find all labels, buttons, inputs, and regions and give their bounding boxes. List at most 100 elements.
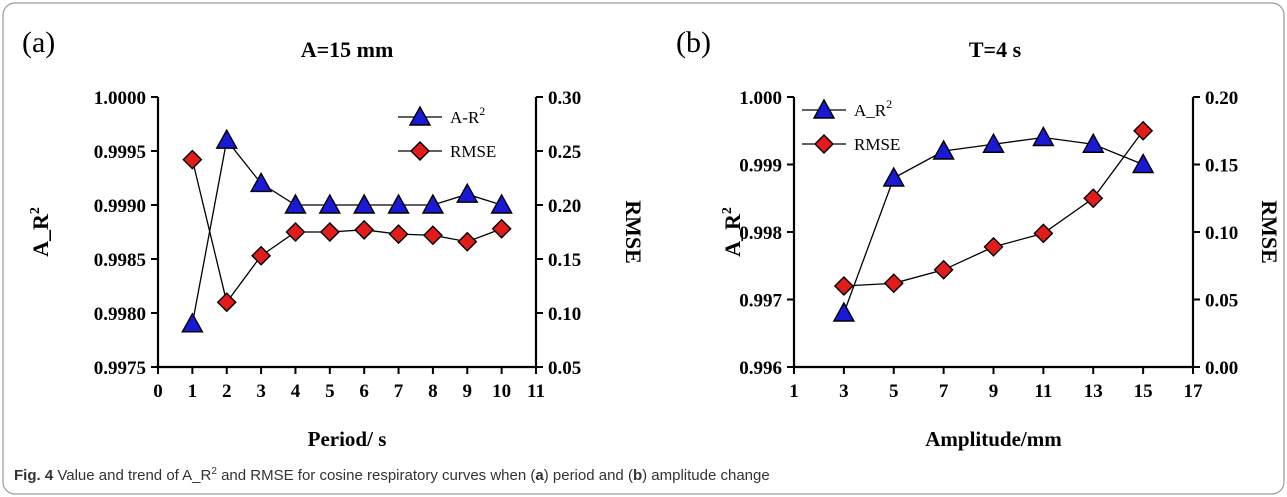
legend-label: A_R2 [854,97,892,120]
x-tick-label: 3 [256,381,266,402]
caption-text-2: and RMSE for cosine respiratory curves w… [221,467,536,484]
x-tick-label: 3 [839,381,849,402]
data-point-diamond [216,292,237,313]
x-tick-label: 6 [359,381,369,402]
figure-caption: Fig. 4 Value and trend of A_R2 and RMSE … [14,466,770,484]
data-point-diamond [251,245,272,266]
caption-label-a: a [535,467,544,484]
caption-text-1: Value and trend of A_R [57,467,212,484]
data-point-diamond [422,225,443,246]
y-left-tick-label: 0.9980 [94,304,146,325]
data-point-diamond [388,224,409,245]
y-right-tick-label: 0.20 [1205,88,1238,109]
y-axis-left-label-main: A_R [28,213,53,257]
data-point-triangle [932,139,955,160]
y-axis-left-label-main: A_R [720,213,745,257]
x-tick-label: 8 [428,381,438,402]
x-tick-label: 0 [153,381,163,402]
caption-text-4: ) amplitude change [642,467,770,484]
y-right-tick-label: 0.00 [1205,358,1238,379]
data-point-triangle [181,312,204,333]
x-tick-label: 9 [463,381,473,402]
y-left-tick-label: 0.9990 [94,196,146,217]
data-point-triangle [387,193,410,214]
x-tick-label: 5 [889,381,899,402]
y-right-tick-label: 0.30 [548,88,581,109]
legend-label: A-R2 [450,104,485,127]
x-tick-label: 9 [989,381,999,402]
data-point-triangle [215,128,238,149]
legend-label-main: A_R [854,101,887,120]
y-left-tick-label: 0.9995 [94,142,146,163]
data-point-triangle [882,166,905,187]
data-point-diamond [933,259,954,280]
caption-text-3: ) period and ( [543,467,633,484]
y-axis-left-label: A_R2 [28,207,53,257]
y-left-tick-label: 1.0000 [94,88,146,109]
data-point-diamond [883,273,904,294]
y-right-tick-label: 0.25 [548,142,581,163]
y-right-tick-label: 0.05 [548,358,581,379]
y-left-tick-label: 0.9985 [94,250,146,271]
data-point-diamond [833,276,854,296]
data-point-diamond [182,149,203,170]
y-axis-left-label: A_R2 [720,207,745,257]
data-point-triangle [421,193,445,214]
y-left-tick-label: 0.996 [739,358,782,379]
data-point-triangle [982,132,1005,153]
legend-marker-triangle [812,98,836,119]
data-point-triangle [1032,126,1055,147]
x-tick-label: 10 [492,381,511,402]
legend-label: RMSE [450,142,496,161]
x-tick-label: 15 [1134,381,1153,402]
data-point-triangle [1082,132,1105,153]
data-point-diamond [1083,188,1104,209]
data-point-diamond [1033,223,1054,244]
chart-panel-a: (a) A=15 mm 0 1 2 3 4 5 6 7 8 9 10 11 0.9975 0.9980 0.99… [22,26,646,451]
data-point-triangle [318,193,342,214]
y-axis-left-label-sup: 2 [28,207,43,214]
legend-marker-triangle [408,105,432,126]
y-right-tick-label: 0.10 [548,304,581,325]
legend-label-main: A-R [450,108,480,127]
data-point-diamond [285,222,306,242]
x-tick-label: 5 [325,381,335,402]
y-left-tick-label: 0.9975 [94,358,146,379]
data-point-diamond [457,231,478,252]
x-tick-label: 2 [222,381,232,402]
caption-superscript: 2 [211,466,217,477]
legend-label-main: RMSE [854,135,900,154]
data-point-diamond [1133,120,1154,141]
data-point-triangle [490,193,513,214]
y-right-tick-label: 0.20 [548,196,581,217]
y-right-tick-label: 0.15 [1205,156,1238,177]
y-right-tick-label: 0.05 [1205,291,1238,312]
x-axis-label: Amplitude/mm [925,427,1062,451]
legend-label-sup: 2 [479,104,485,118]
data-point-triangle [284,193,307,214]
y-left-tick-label: 0.998 [739,223,782,244]
x-tick-label: 7 [939,381,949,402]
x-tick-label: 7 [394,381,404,402]
data-point-triangle [832,301,856,322]
y-axis-right-label: RMSE [621,200,646,264]
x-tick-label: 17 [1184,381,1204,402]
caption-label-b: b [632,467,643,484]
data-point-diamond [354,219,375,240]
legend-label-sup: 2 [886,97,892,111]
y-left-tick-label: 1.000 [739,88,782,109]
y-left-tick-label: 0.999 [739,156,782,177]
data-point-triangle [1131,153,1155,174]
y-axis-left-label-sup: 2 [720,207,735,214]
legend-label: RMSE [854,135,900,154]
series-line [843,130,1144,287]
panel-label: (a) [22,26,55,59]
x-tick-label: 11 [527,381,545,402]
legend-label-main: RMSE [450,142,496,161]
data-point-diamond [319,222,340,242]
x-tick-label: 13 [1084,381,1103,402]
y-right-tick-label: 0.15 [548,250,581,271]
x-tick-label: 4 [291,381,301,402]
